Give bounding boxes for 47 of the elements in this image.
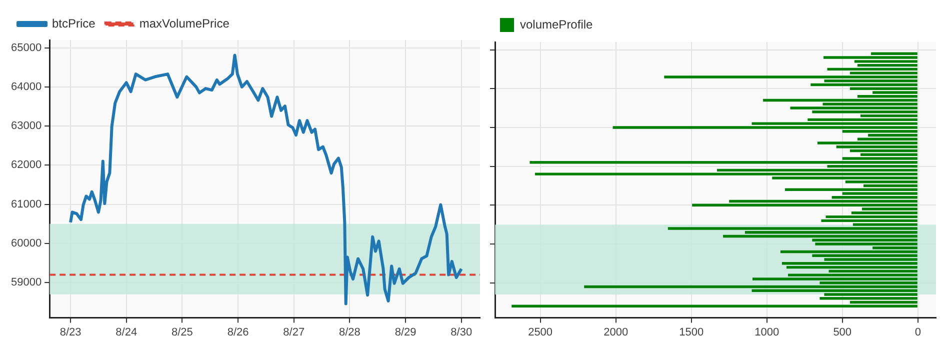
bar xyxy=(664,76,918,78)
bar xyxy=(786,266,918,269)
x-tick-label: 0 xyxy=(914,326,921,338)
bar xyxy=(784,188,918,191)
bar xyxy=(817,142,918,144)
bar xyxy=(821,219,918,222)
x-tick-label: 8/28 xyxy=(339,326,360,338)
x-tick-label: 1500 xyxy=(679,326,704,338)
y-tick-label: 59000 xyxy=(10,276,42,289)
bar xyxy=(723,234,918,238)
legend-label: maxVolumePrice xyxy=(139,16,230,30)
y-tick-label: 61000 xyxy=(10,198,42,210)
bar xyxy=(810,83,918,86)
y-tick-label: 64000 xyxy=(10,80,42,93)
bar xyxy=(780,250,918,254)
bar xyxy=(820,297,918,300)
y-tick-label: 65000 xyxy=(10,42,42,54)
bar xyxy=(815,242,918,246)
x-tick-label: 500 xyxy=(833,326,852,338)
y-tick-label: 60000 xyxy=(10,237,42,250)
bar xyxy=(668,227,918,230)
bar xyxy=(535,172,918,176)
bar xyxy=(790,106,918,110)
bar xyxy=(692,204,918,207)
y-tick-label: 63000 xyxy=(10,120,42,132)
x-tick-label: 2500 xyxy=(528,326,553,338)
bar xyxy=(827,68,918,71)
x-tick-label: 8/25 xyxy=(171,326,193,338)
bar xyxy=(530,161,918,164)
x-tick-label: 1000 xyxy=(754,326,780,338)
bar xyxy=(763,98,918,102)
y-tick-label: 62000 xyxy=(10,159,42,172)
x-tick-label: 8/30 xyxy=(450,326,472,338)
x-tick-label: 8/26 xyxy=(227,326,249,338)
x-tick-label: 8/29 xyxy=(394,326,416,338)
bar xyxy=(752,278,918,280)
legend-label: volumeProfile xyxy=(520,17,594,32)
bar xyxy=(612,126,918,129)
bar xyxy=(782,262,918,265)
bar xyxy=(512,304,918,308)
x-tick-label: 8/23 xyxy=(60,326,82,338)
bar xyxy=(823,56,918,59)
legend-label: btcPrice xyxy=(52,16,96,30)
x-tick-label: 8/27 xyxy=(283,326,305,338)
x-tick-label: 8/24 xyxy=(116,326,138,338)
x-tick-label: 2000 xyxy=(604,326,628,338)
bar xyxy=(584,285,918,288)
